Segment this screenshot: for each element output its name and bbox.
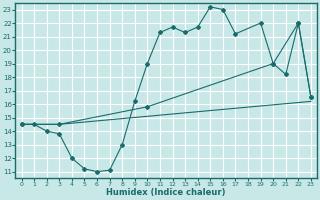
X-axis label: Humidex (Indice chaleur): Humidex (Indice chaleur): [107, 188, 226, 197]
